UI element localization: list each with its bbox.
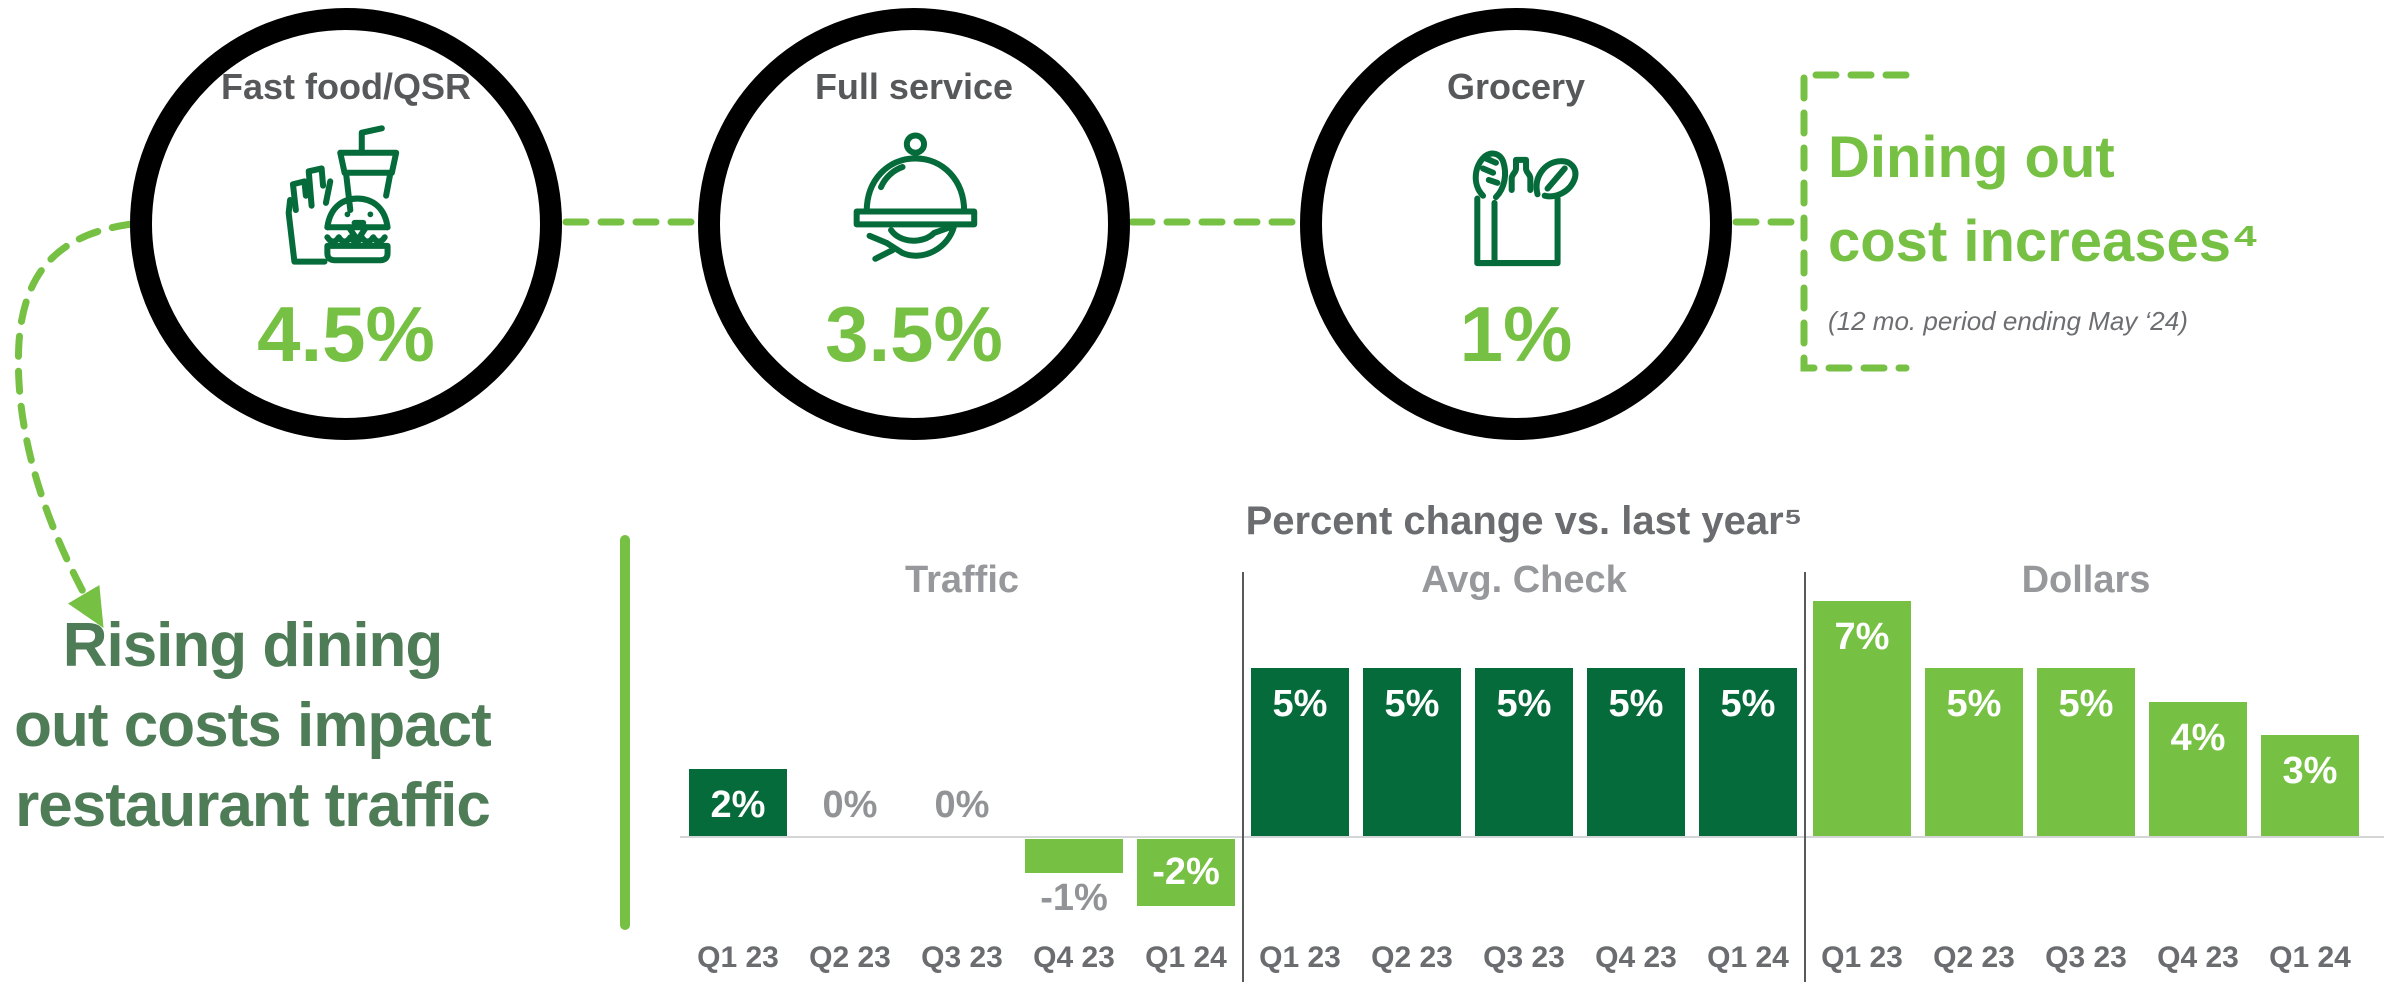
bar: 5%	[1475, 668, 1573, 836]
bar-value-label: 0%	[934, 784, 990, 826]
bar-slot: 5% Q3 23	[2030, 485, 2142, 987]
bar-slot: 5% Q2 23	[1918, 485, 2030, 987]
bar: -2%	[1137, 839, 1235, 906]
headline-line: restaurant traffic	[15, 771, 491, 840]
category-circle-grocery: Grocery 1%	[1300, 8, 1732, 440]
bar: 5%	[1925, 668, 2023, 836]
category-label: Full service	[814, 66, 1014, 107]
headline-line: out costs impact	[14, 691, 492, 760]
chart-zero-baseline	[680, 836, 2384, 838]
bar-value-label: 5%	[1272, 683, 1328, 725]
bar: 3%	[2261, 735, 2359, 836]
bar-slot: -1% Q4 23	[1018, 485, 1130, 987]
percent-change-bar-chart: Percent change vs. last year⁵ Traffic 2% Q…	[600, 485, 2384, 987]
bar-slot: 5% Q1 24	[1692, 485, 1804, 987]
quarter-label: Q1 24	[1707, 941, 1789, 974]
bar-slot: 0% Q3 23	[906, 485, 1018, 987]
bar: 5%	[2037, 668, 2135, 836]
callout-title-line1: Dining out	[1828, 125, 2115, 190]
fast-food-icon	[260, 114, 432, 286]
quarter-label: Q3 23	[2045, 941, 2127, 974]
grocery-bag-icon	[1430, 114, 1602, 286]
bar	[1025, 839, 1123, 873]
quarter-label: Q2 23	[1933, 941, 2015, 974]
chart-group-dollars: Dollars 7% Q1 23 5% Q2 23 5% Q3 23 4% Q4 23 3% Q1 …	[1806, 485, 2366, 987]
bar-slot: 5% Q1 23	[1244, 485, 1356, 987]
cloche-icon	[828, 114, 1000, 286]
bar-value-label: 5%	[1384, 683, 1440, 725]
bar-value-label: 5%	[2058, 683, 2114, 725]
quarter-label: Q1 24	[1145, 941, 1227, 974]
bar-value-label: -1%	[1040, 877, 1108, 919]
bar-value-label: 5%	[1496, 683, 1552, 725]
bar-slot: -2% Q1 24	[1130, 485, 1242, 987]
chart-section-title: Traffic	[904, 559, 1020, 601]
callout-title-line2: cost increases⁴	[1828, 209, 2260, 274]
bar: 5%	[1251, 668, 1349, 836]
bar-slot: 5% Q3 23	[1468, 485, 1580, 987]
bar-value-label: 7%	[1834, 616, 1890, 658]
quarter-label: Q1 23	[1821, 941, 1903, 974]
quarter-label: Q4 23	[2157, 941, 2239, 974]
bar-slot: 3% Q1 24	[2254, 485, 2366, 987]
category-label: Fast food/QSR	[221, 66, 471, 107]
bar-slot: 5% Q4 23	[1580, 485, 1692, 987]
quarter-label: Q1 23	[1259, 941, 1341, 974]
bar-slot: 5% Q2 23	[1356, 485, 1468, 987]
bar-value-label: 0%	[822, 784, 878, 826]
quarter-label: Q4 23	[1595, 941, 1677, 974]
category-cost-increase-value: 3.5%	[825, 290, 1003, 378]
chart-left-accent-line	[620, 535, 630, 930]
bar-value-label: 3%	[2282, 750, 2338, 792]
quarter-label: Q3 23	[1483, 941, 1565, 974]
bar-slot: 4% Q4 23	[2142, 485, 2254, 987]
quarter-label: Q2 23	[1371, 941, 1453, 974]
chart-groups: Traffic 2% Q1 23 0% Q2 23 0% Q3 23 -1% Q4 23 -2% Q…	[682, 485, 2366, 987]
quarter-label: Q3 23	[921, 941, 1003, 974]
bar-value-label: -2%	[1152, 851, 1220, 893]
quarter-label: Q1 23	[697, 941, 779, 974]
headline: Rising dining out costs impact restauran…	[0, 606, 505, 846]
section-divider	[1242, 572, 1244, 982]
bar-slot: 0% Q2 23	[794, 485, 906, 987]
chart-title: Percent change vs. last year⁵	[1245, 499, 1803, 543]
bar-value-label: 2%	[710, 784, 766, 826]
category-cost-increase-value: 4.5%	[257, 290, 435, 378]
bar-value-label: 4%	[2170, 717, 2226, 759]
section-divider	[1804, 572, 1806, 982]
curved-arrow	[14, 220, 136, 629]
chart-section-title: Dollars	[2021, 559, 2151, 601]
bar-slot: 2% Q1 23	[682, 485, 794, 987]
bar: 5%	[1363, 668, 1461, 836]
bar: 5%	[1699, 668, 1797, 836]
quarter-label: Q1 24	[2269, 941, 2351, 974]
category-label: Grocery	[1446, 66, 1586, 107]
bar-value-label: 5%	[1720, 683, 1776, 725]
bar: 5%	[1587, 668, 1685, 836]
headline-line: Rising dining	[62, 611, 444, 680]
bar-slot: 7% Q1 23	[1806, 485, 1918, 987]
callout: Dining out cost increases⁴ (12 mo. perio…	[1828, 116, 2260, 337]
category-cost-increase-value: 1%	[1459, 290, 1573, 378]
bar: 2%	[689, 769, 787, 836]
category-circle-fast-food-qsr: Fast food/QSR 4.5%	[130, 8, 562, 440]
chart-section-title: Avg. Check	[1421, 559, 1627, 601]
category-circle-full-service: Full service 3.5%	[698, 8, 1130, 440]
quarter-label: Q2 23	[809, 941, 891, 974]
bar: 4%	[2149, 702, 2247, 836]
bar-value-label: 5%	[1946, 683, 2002, 725]
chart-group-avg-check: Avg. Check 5% Q1 23 5% Q2 23 5% Q3 23 5% Q4 23 5%…	[1244, 485, 1804, 987]
bar: 7%	[1813, 601, 1911, 836]
bar-value-label: 5%	[1608, 683, 1664, 725]
callout-subtitle: (12 mo. period ending May ‘24)	[1828, 306, 2188, 336]
chart-group-traffic: Traffic 2% Q1 23 0% Q2 23 0% Q3 23 -1% Q4 23 -2% Q…	[682, 485, 1242, 987]
quarter-label: Q4 23	[1033, 941, 1115, 974]
